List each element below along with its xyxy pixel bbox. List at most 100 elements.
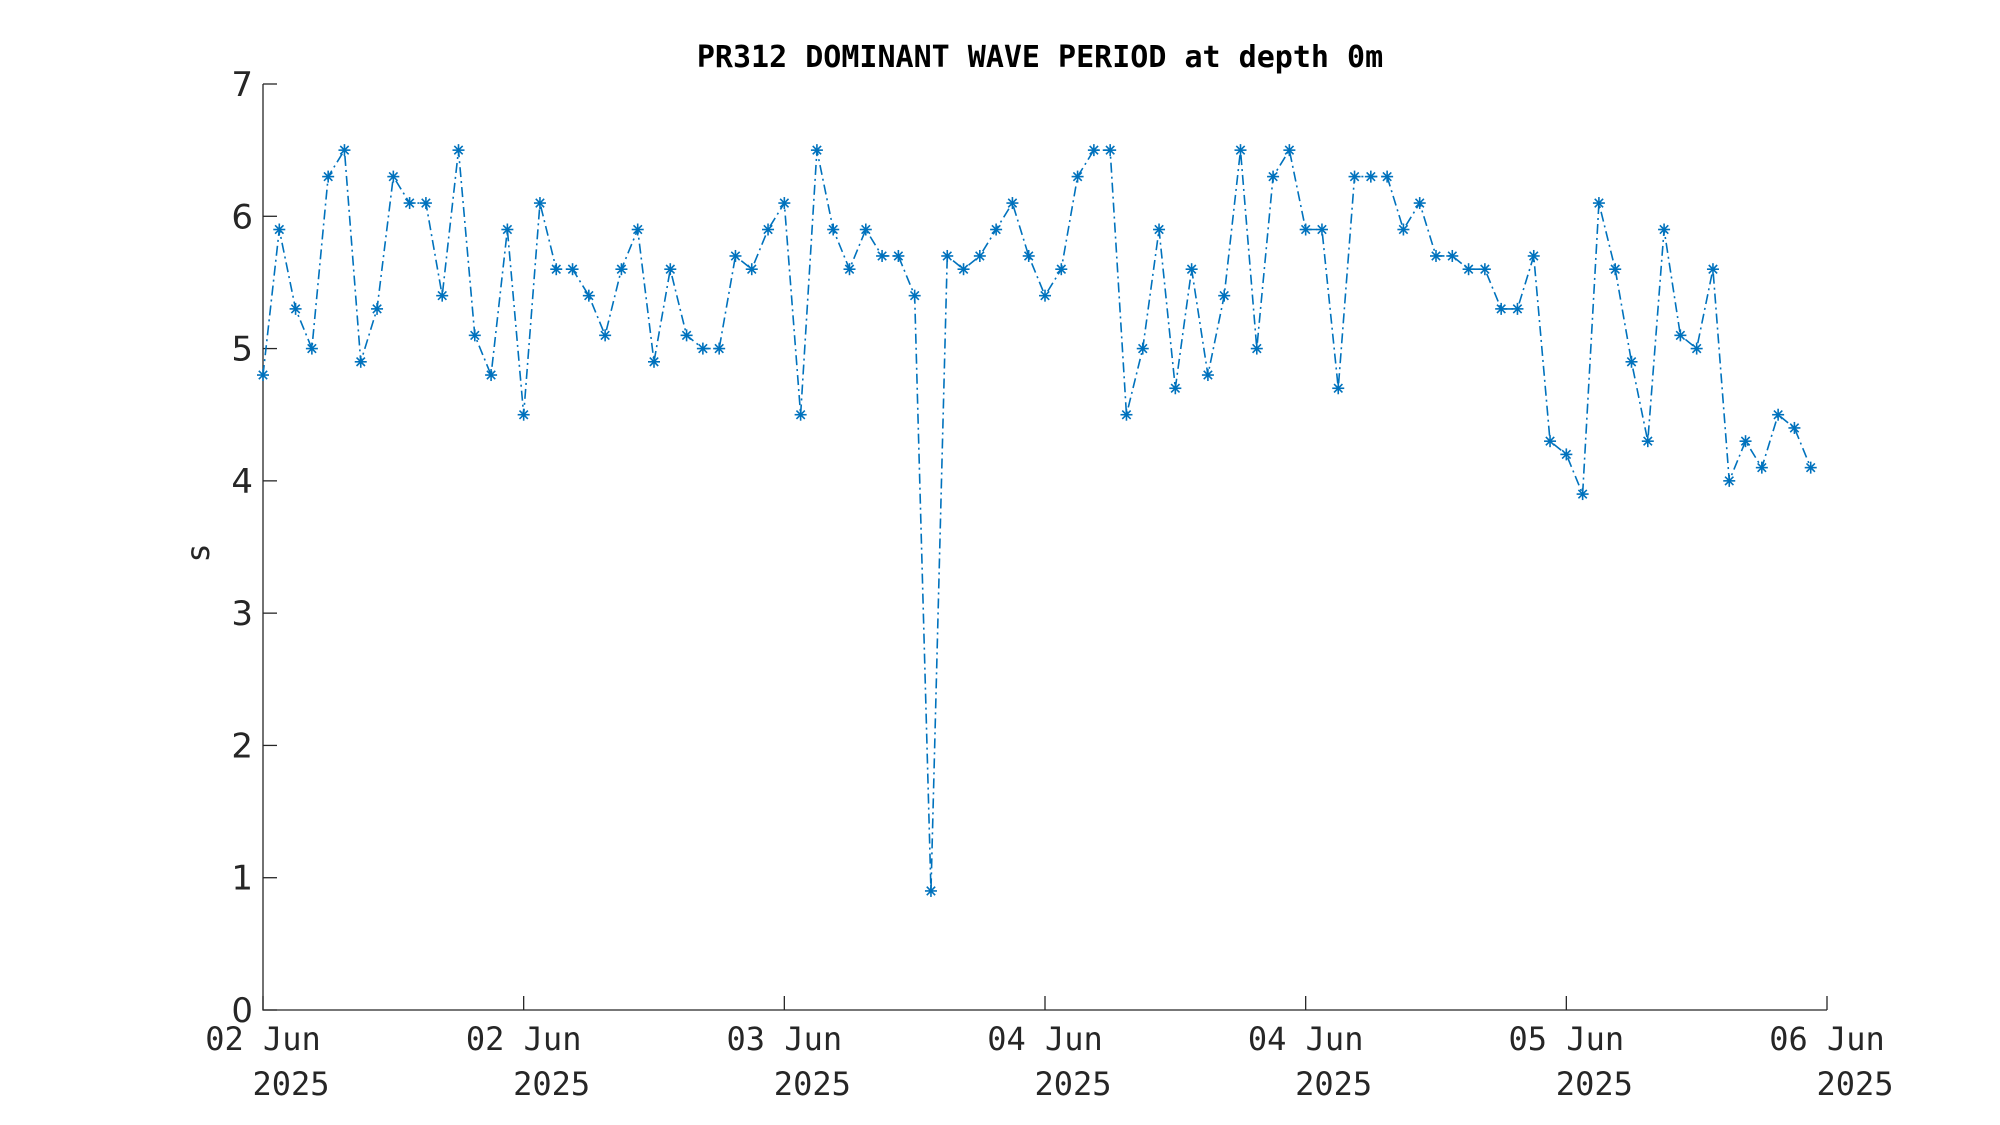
x-tick-label-year: 2025 (1034, 1065, 1111, 1103)
y-tick-label: 1 (231, 859, 253, 899)
data-point (1169, 382, 1182, 395)
data-point (1250, 342, 1263, 355)
data-point (680, 329, 693, 342)
data-point (1381, 170, 1394, 183)
y-tick-label: 5 (231, 330, 253, 370)
data-point (517, 408, 530, 421)
x-tick-label-year: 2025 (1556, 1065, 1633, 1103)
data-point (1153, 223, 1166, 236)
data-point (859, 223, 872, 236)
data-point (664, 263, 677, 276)
data-point (696, 342, 709, 355)
data-point (794, 408, 807, 421)
data-point (501, 223, 514, 236)
data-point (1446, 249, 1459, 262)
data-point (1218, 289, 1231, 302)
data-point (371, 302, 384, 315)
x-tick-label-year: 2025 (1816, 1065, 1893, 1103)
data-point (354, 355, 367, 368)
data-point (745, 263, 758, 276)
x-tick-label-year: 2025 (774, 1065, 851, 1103)
data-point (599, 329, 612, 342)
data-point (273, 223, 286, 236)
data-point (1804, 461, 1817, 474)
data-point (729, 249, 742, 262)
x-tick-label-date: 02 Jun (205, 1020, 321, 1058)
data-point (1788, 421, 1801, 434)
x-tick-label-year: 2025 (252, 1065, 329, 1103)
data-point (1592, 197, 1605, 210)
data-point (485, 369, 498, 382)
data-point (713, 342, 726, 355)
data-point (957, 263, 970, 276)
data-point (827, 223, 840, 236)
data-point (810, 144, 823, 157)
data-point (615, 263, 628, 276)
data-point (631, 223, 644, 236)
data-point (941, 249, 954, 262)
x-tick-label-year: 2025 (513, 1065, 590, 1103)
y-tick-label: 4 (231, 462, 253, 502)
data-point (1674, 329, 1687, 342)
data-point (1495, 302, 1508, 315)
data-point (1348, 170, 1361, 183)
data-point (305, 342, 318, 355)
data-point (973, 249, 986, 262)
data-point (1739, 435, 1752, 448)
data-point (1039, 289, 1051, 302)
data-point (876, 249, 889, 262)
data-point (1267, 170, 1280, 183)
data-point (582, 289, 595, 302)
data-point (762, 223, 775, 236)
axes-frame (262, 84, 1827, 1011)
data-point (1071, 170, 1084, 183)
data-point (468, 329, 481, 342)
data-point (908, 289, 921, 302)
y-tick-label: 6 (231, 197, 253, 237)
data-point (322, 170, 335, 183)
data-point (1544, 435, 1557, 448)
y-tick-label: 3 (231, 594, 253, 634)
x-tick-label-date: 03 Jun (727, 1020, 843, 1058)
y-axis: 0 1 2 3 4 5 6 7 (231, 65, 277, 1031)
x-tick-label-date: 05 Jun (1509, 1020, 1625, 1058)
data-point (1560, 448, 1573, 461)
series-line (262, 147, 1812, 891)
data-point (1625, 355, 1638, 368)
x-tick-label-date: 06 Jun (1769, 1020, 1885, 1058)
data-point (1690, 342, 1703, 355)
data-point (892, 249, 905, 262)
data-point (1430, 249, 1442, 262)
data-point (1527, 249, 1540, 262)
x-tick-label-date: 04 Jun (1248, 1020, 1364, 1058)
x-tick-label-date: 04 Jun (987, 1020, 1103, 1058)
data-point (387, 170, 400, 183)
data-point (1397, 223, 1410, 236)
data-point (533, 197, 546, 210)
data-point (566, 263, 579, 276)
data-point (436, 289, 449, 302)
data-point (1283, 144, 1296, 157)
data-point (1104, 144, 1117, 157)
series-markers (257, 144, 1817, 897)
data-point (452, 144, 465, 157)
data-point (1755, 461, 1768, 474)
data-point (1609, 263, 1622, 276)
data-point (1658, 223, 1671, 236)
data-point (1087, 144, 1100, 157)
y-tick-label: 2 (231, 726, 253, 766)
data-point (1641, 435, 1654, 448)
data-point (1413, 197, 1426, 210)
data-point (1723, 474, 1736, 487)
data-point (1022, 249, 1035, 262)
data-point (1706, 263, 1719, 276)
x-tick-label-year: 2025 (1295, 1065, 1372, 1103)
data-point (1332, 382, 1345, 395)
data-point (1576, 488, 1589, 501)
data-point (1772, 408, 1785, 421)
data-point (419, 197, 432, 210)
data-point (843, 263, 856, 276)
data-point (1478, 263, 1491, 276)
